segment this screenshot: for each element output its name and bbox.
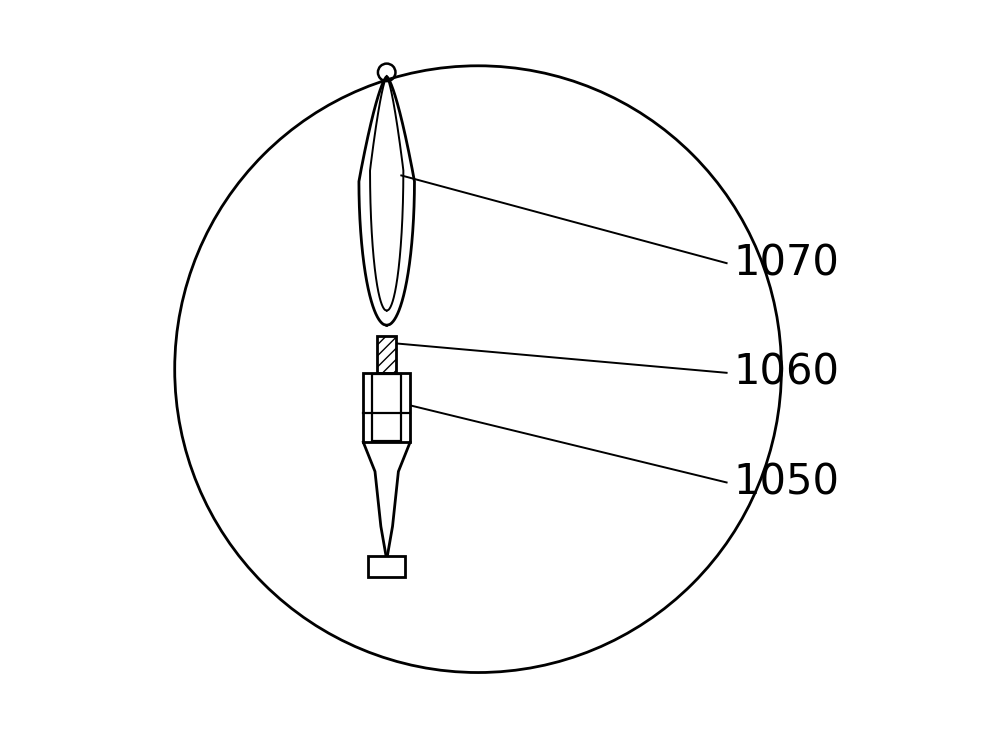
Bar	[377, 336, 396, 373]
Bar	[372, 374, 401, 441]
Text: 1050: 1050	[734, 461, 840, 504]
Text: 1070: 1070	[734, 242, 840, 284]
Bar	[368, 556, 405, 577]
Bar	[363, 373, 410, 442]
Text: 1060: 1060	[734, 352, 840, 394]
